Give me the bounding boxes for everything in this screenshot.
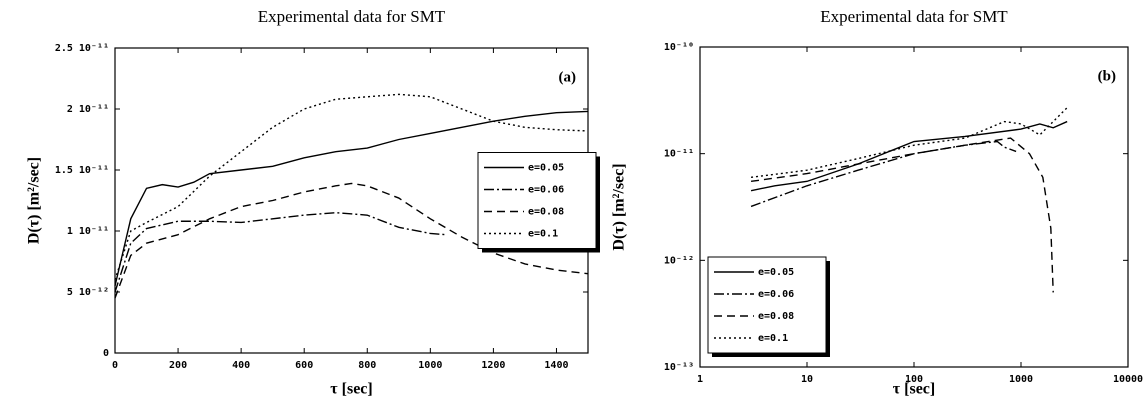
plot-frame: [699, 46, 1129, 368]
data-line: [114, 93, 589, 281]
x-tick-label: 600: [295, 360, 313, 371]
legend-label: e=0.08: [528, 207, 564, 218]
y-tick-label: 10⁻¹³: [664, 362, 694, 373]
panel-label: (b): [1098, 68, 1116, 84]
y-tick-label: 1.5 10⁻¹¹: [55, 165, 109, 176]
legend-label: e=0.1: [528, 229, 558, 240]
x-axis-label: τ [sec]: [330, 381, 372, 398]
y-tick-label: 2 10⁻¹¹: [67, 104, 109, 115]
x-tick-label: 10: [801, 374, 813, 385]
y-tick-label: 1 10⁻¹¹: [67, 226, 109, 237]
legend-label: e=0.08: [758, 311, 794, 322]
legend-label: e=0.06: [528, 185, 564, 196]
legend-box: [477, 152, 597, 249]
x-tick-label: 1: [697, 374, 703, 385]
data-line: [750, 105, 1070, 179]
legend-label: e=0.05: [758, 267, 794, 278]
x-tick-label: 1400: [544, 360, 568, 371]
y-tick-label: 0: [103, 348, 109, 359]
legend: e=0.05 e=0.06 e=0.08 e=0.1: [477, 152, 600, 253]
legend-label: e=0.06: [758, 289, 794, 300]
y-tick-label: 10⁻¹²: [664, 255, 694, 266]
data-line: [114, 211, 447, 293]
y-tick-label: 10⁻¹⁰: [664, 42, 694, 53]
panel-label: (a): [559, 69, 577, 85]
x-tick-label: 400: [232, 360, 250, 371]
x-tick-label: 1000: [1009, 374, 1033, 385]
x-tick-label: 0: [112, 360, 118, 371]
x-axis-label: τ [sec]: [893, 381, 935, 398]
legend: e=0.05 e=0.06 e=0.08 e=0.1: [707, 256, 830, 357]
x-tick-label: 200: [169, 360, 187, 371]
x-tick-label: 1200: [481, 360, 505, 371]
x-tick-label: 1000: [418, 360, 442, 371]
x-tick-label: 800: [358, 360, 376, 371]
data-line: [114, 182, 589, 299]
y-tick-label: 5 10⁻¹²: [67, 287, 109, 298]
legend-label: e=0.1: [758, 333, 788, 344]
data-line: [750, 140, 1017, 208]
data-line: [750, 137, 1054, 293]
chart-title: Experimental data for SMT: [820, 7, 1008, 26]
y-axis-label: D(τ) [m²/sec]: [611, 163, 628, 250]
y-tick-label: 2.5 10⁻¹¹: [55, 43, 109, 54]
x-tick-label: 100: [905, 374, 923, 385]
legend-label: e=0.05: [528, 163, 564, 174]
x-tick-label: 10000: [1113, 374, 1143, 385]
legend-box: [707, 256, 827, 354]
y-axis-label: D(τ) [m²/sec]: [26, 157, 43, 244]
y-tick-label: 10⁻¹¹: [664, 149, 694, 160]
data-line: [750, 120, 1068, 192]
chart-title: Experimental data for SMT: [258, 7, 446, 26]
